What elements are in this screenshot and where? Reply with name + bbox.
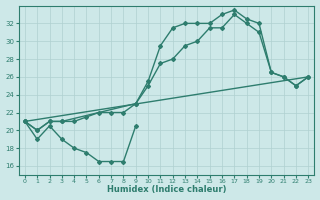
- X-axis label: Humidex (Indice chaleur): Humidex (Indice chaleur): [107, 185, 226, 194]
